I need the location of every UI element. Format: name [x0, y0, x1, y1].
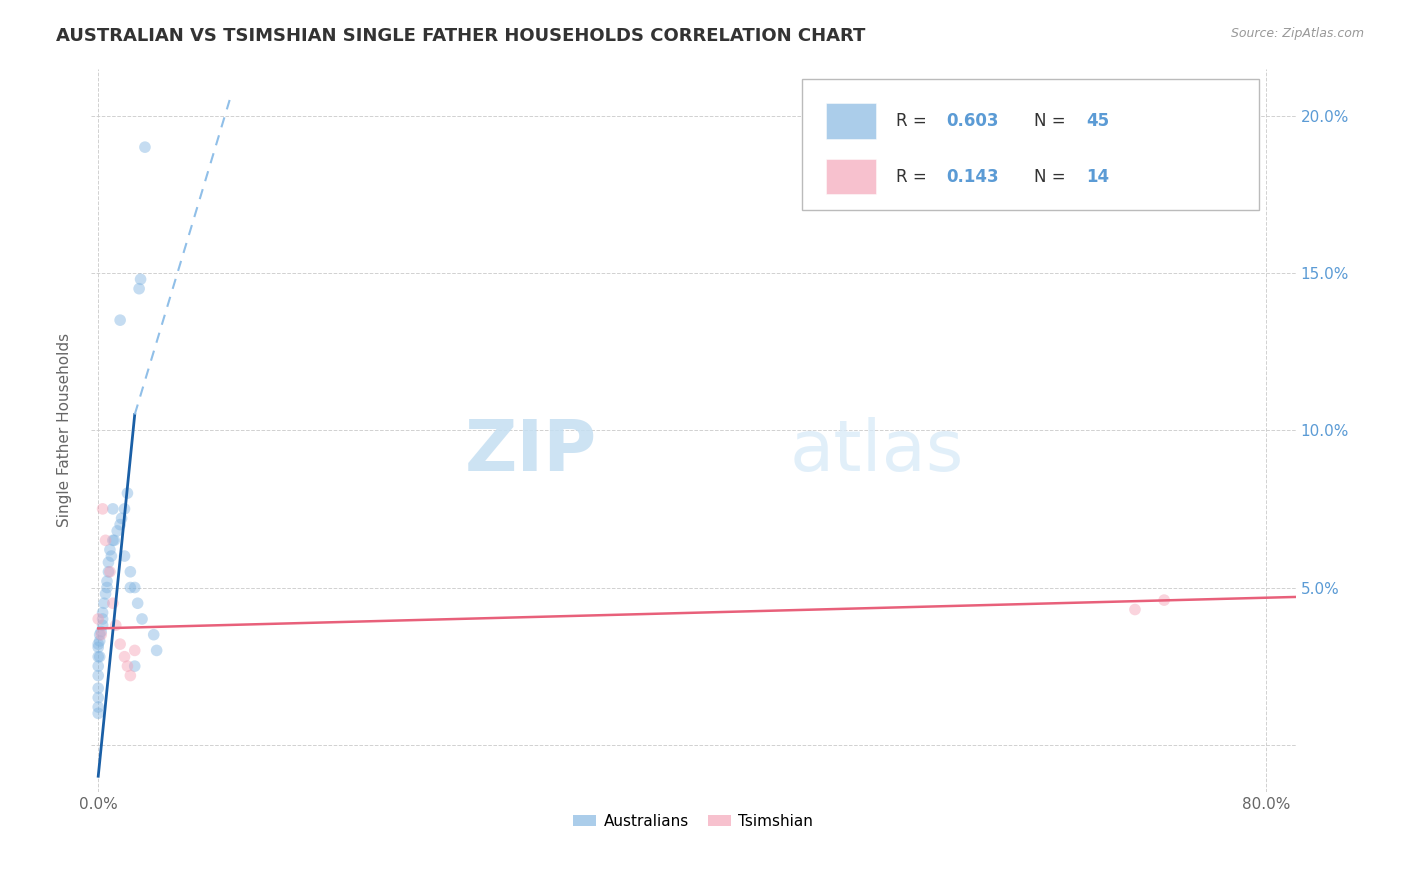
Point: [1123, 602, 1146, 616]
Text: 45: 45: [1085, 112, 1109, 130]
Point: [89, 628, 111, 642]
Point: [134, 140, 156, 154]
Point: [87, 668, 110, 682]
Point: [87, 640, 110, 655]
Point: [104, 618, 127, 632]
Point: [89, 649, 111, 664]
Point: [97, 565, 120, 579]
Point: [108, 517, 131, 532]
Point: [96, 574, 118, 589]
Point: [87, 690, 110, 705]
Point: [120, 668, 142, 682]
FancyBboxPatch shape: [825, 103, 876, 138]
Point: [114, 501, 136, 516]
Text: 14: 14: [1085, 168, 1109, 186]
Point: [105, 524, 128, 538]
Point: [129, 272, 152, 286]
Point: [87, 637, 110, 651]
Point: [110, 511, 132, 525]
Point: [90, 624, 112, 639]
Point: [124, 581, 146, 595]
Text: R =: R =: [896, 112, 932, 130]
Point: [127, 596, 149, 610]
Text: ZIP: ZIP: [464, 417, 598, 486]
Point: [124, 659, 146, 673]
Point: [87, 706, 110, 721]
Point: [91, 501, 114, 516]
Point: [90, 628, 112, 642]
Y-axis label: Single Father Households: Single Father Households: [58, 334, 72, 527]
Point: [124, 643, 146, 657]
Point: [87, 700, 110, 714]
Point: [120, 565, 142, 579]
Point: [91, 606, 114, 620]
Point: [117, 659, 139, 673]
Point: [94, 587, 117, 601]
FancyBboxPatch shape: [825, 159, 876, 194]
Point: [93, 596, 115, 610]
Text: N =: N =: [1035, 168, 1071, 186]
Point: [101, 533, 124, 548]
Point: [89, 634, 111, 648]
Point: [91, 618, 114, 632]
Point: [101, 501, 124, 516]
Text: Source: ZipAtlas.com: Source: ZipAtlas.com: [1230, 27, 1364, 40]
Point: [108, 313, 131, 327]
Point: [100, 549, 122, 563]
Point: [142, 628, 165, 642]
Text: atlas: atlas: [790, 417, 965, 486]
Text: N =: N =: [1035, 112, 1071, 130]
Point: [101, 596, 124, 610]
Point: [97, 555, 120, 569]
FancyBboxPatch shape: [801, 79, 1260, 210]
Point: [131, 612, 153, 626]
Point: [91, 612, 114, 626]
Point: [128, 282, 150, 296]
Text: R =: R =: [896, 168, 932, 186]
Point: [120, 581, 142, 595]
Text: 0.603: 0.603: [946, 112, 998, 130]
Point: [117, 486, 139, 500]
Point: [108, 637, 131, 651]
Point: [98, 542, 121, 557]
Point: [94, 533, 117, 548]
Point: [1153, 593, 1175, 607]
Point: [114, 549, 136, 563]
Point: [87, 681, 110, 695]
Point: [87, 659, 110, 673]
Point: [87, 649, 110, 664]
Point: [87, 612, 110, 626]
Text: AUSTRALIAN VS TSIMSHIAN SINGLE FATHER HOUSEHOLDS CORRELATION CHART: AUSTRALIAN VS TSIMSHIAN SINGLE FATHER HO…: [56, 27, 866, 45]
Legend: Australians, Tsimshian: Australians, Tsimshian: [568, 808, 820, 835]
Point: [114, 649, 136, 664]
Point: [98, 565, 121, 579]
Point: [103, 533, 125, 548]
Point: [145, 643, 167, 657]
Point: [96, 581, 118, 595]
Text: 0.143: 0.143: [946, 168, 998, 186]
